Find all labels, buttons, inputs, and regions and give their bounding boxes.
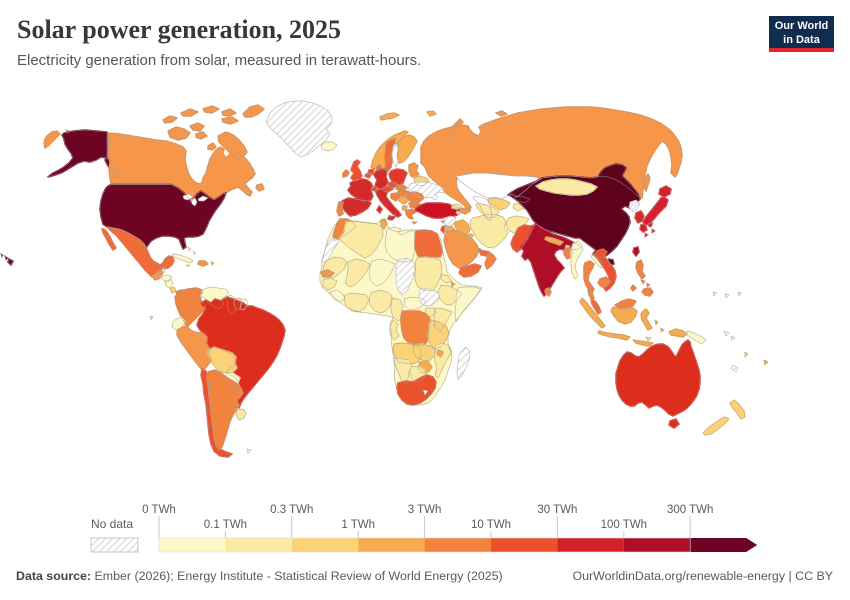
svg-text:0.3 TWh: 0.3 TWh bbox=[270, 504, 313, 516]
svg-text:0 TWh: 0 TWh bbox=[142, 504, 176, 516]
svg-text:0.1 TWh: 0.1 TWh bbox=[204, 519, 247, 531]
svg-text:300 TWh: 300 TWh bbox=[667, 504, 713, 516]
svg-text:10 TWh: 10 TWh bbox=[471, 519, 511, 531]
svg-text:30 TWh: 30 TWh bbox=[537, 504, 577, 516]
svg-text:3 TWh: 3 TWh bbox=[408, 504, 442, 516]
svg-text:100 TWh: 100 TWh bbox=[601, 519, 647, 531]
svg-text:1 TWh: 1 TWh bbox=[341, 519, 375, 531]
